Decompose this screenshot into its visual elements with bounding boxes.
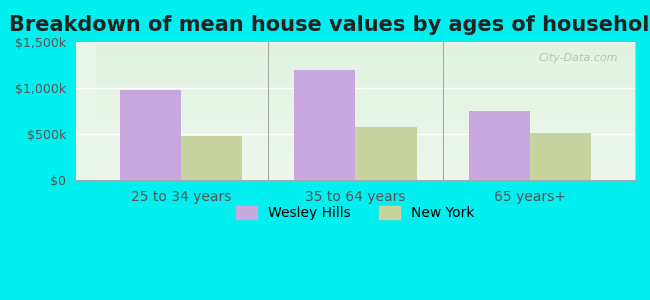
Bar [120,90,181,180]
Text: City-Data.com: City-Data.com [539,53,618,63]
Bar [530,133,592,180]
Bar [356,127,417,180]
Title: Breakdown of mean house values by ages of householders: Breakdown of mean house values by ages o… [9,15,650,35]
Bar [294,70,356,180]
Bar [181,136,242,180]
Bar [469,111,530,180]
Legend: Wesley Hills, New York: Wesley Hills, New York [231,201,480,226]
